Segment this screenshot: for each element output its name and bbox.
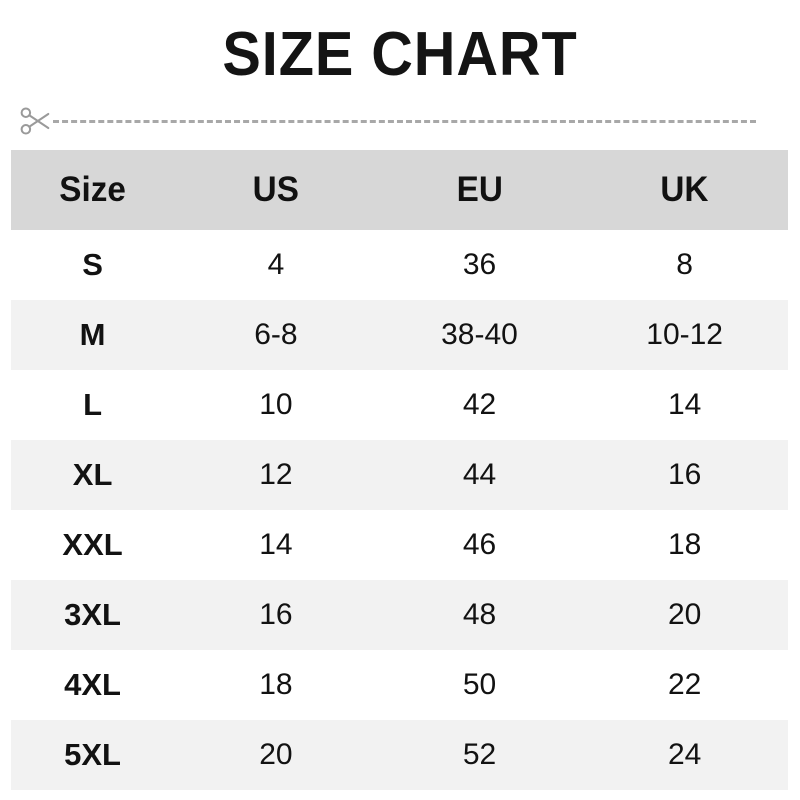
table-header: Size US EU UK bbox=[11, 150, 788, 230]
cell-uk: 14 bbox=[667, 388, 702, 421]
cell-uk: 24 bbox=[667, 738, 702, 771]
table-row: 4XL 18 50 22 bbox=[11, 650, 788, 720]
cell-us: 4 bbox=[267, 248, 285, 281]
table-row: XL 12 44 16 bbox=[11, 440, 788, 510]
column-header-size: Size bbox=[59, 170, 126, 209]
cell-us: 14 bbox=[259, 528, 293, 561]
table-row: L 10 42 14 bbox=[11, 370, 788, 440]
cell-size: S bbox=[82, 247, 103, 282]
column-header-eu: EU bbox=[456, 170, 503, 209]
cell-us: 18 bbox=[259, 668, 293, 701]
scissors-icon bbox=[18, 104, 52, 138]
page-title: SIZE CHART bbox=[222, 20, 578, 89]
cell-uk: 18 bbox=[667, 528, 702, 561]
cut-here-line bbox=[18, 103, 778, 139]
cell-us: 6-8 bbox=[254, 318, 298, 351]
cell-eu: 36 bbox=[462, 248, 497, 281]
table-row: 5XL 20 52 24 bbox=[11, 720, 788, 790]
column-header-uk: UK bbox=[660, 170, 709, 209]
cell-size: 3XL bbox=[64, 597, 121, 632]
cell-eu: 42 bbox=[462, 388, 497, 421]
table-row: M 6-8 38-40 10-12 bbox=[11, 300, 788, 370]
cell-size: 5XL bbox=[64, 737, 121, 772]
table-body: S 4 36 8 M 6-8 38-40 10-12 L 10 42 14 XL… bbox=[11, 230, 788, 790]
column-header-us: US bbox=[252, 170, 300, 209]
table-header-row: Size US EU UK bbox=[11, 150, 788, 230]
cell-uk: 16 bbox=[667, 458, 702, 491]
cell-size: XL bbox=[72, 457, 113, 492]
cell-eu: 44 bbox=[462, 458, 497, 491]
cell-size: M bbox=[79, 317, 106, 352]
table-row: XXL 14 46 18 bbox=[11, 510, 788, 580]
cell-uk: 10-12 bbox=[646, 318, 723, 351]
table-row: S 4 36 8 bbox=[11, 230, 788, 300]
cell-size: XXL bbox=[62, 527, 123, 562]
size-chart-table: Size US EU UK S 4 36 8 M 6-8 38-40 10-12… bbox=[11, 150, 788, 790]
table-row: 3XL 16 48 20 bbox=[11, 580, 788, 650]
cell-us: 10 bbox=[259, 388, 293, 421]
cell-uk: 20 bbox=[667, 598, 702, 631]
cell-eu: 46 bbox=[462, 528, 497, 561]
cell-size: L bbox=[83, 387, 103, 422]
cell-eu: 50 bbox=[462, 668, 497, 701]
cell-size: 4XL bbox=[64, 667, 121, 702]
cell-us: 16 bbox=[259, 598, 293, 631]
cell-eu: 48 bbox=[462, 598, 497, 631]
dashed-cut-line bbox=[53, 119, 756, 123]
cell-uk: 22 bbox=[667, 668, 702, 701]
cell-uk: 8 bbox=[676, 248, 693, 281]
cell-us: 20 bbox=[259, 738, 293, 771]
cell-eu: 52 bbox=[462, 738, 497, 771]
cell-eu: 38-40 bbox=[441, 318, 518, 351]
cell-us: 12 bbox=[259, 458, 293, 491]
